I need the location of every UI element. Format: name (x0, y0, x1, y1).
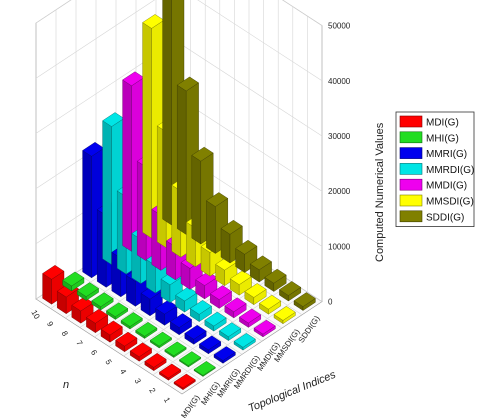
x-tick-label: 4 (118, 367, 128, 376)
z-tick-label: 20000 (328, 187, 351, 196)
legend-entry: MMSDI(G) (426, 197, 474, 208)
bar-sddig-n3 (264, 268, 287, 292)
bar-mdig-n1 (173, 373, 196, 391)
bar-sddig-n1 (293, 292, 316, 311)
legend-swatch (399, 194, 423, 207)
bar-mhig-n5 (135, 321, 158, 339)
z-tick-label: 40000 (328, 77, 351, 86)
x-axis-label: n (63, 379, 69, 391)
y-tick-label: SDDI(G) (297, 314, 322, 345)
bar-mhig-n4 (149, 331, 172, 349)
bar-mmdig-n1 (253, 319, 276, 338)
bar-mmdig-n5 (195, 271, 218, 300)
bar-mmrdig-n4 (189, 300, 212, 322)
bar-mdig-n2 (159, 363, 182, 381)
bar-mdig-n4 (129, 342, 152, 362)
y-axis-label: Topological Indices (247, 369, 338, 415)
x-tick-label: 5 (103, 358, 113, 367)
bar-mhig-n2 (179, 351, 202, 368)
legend-swatch (399, 163, 423, 175)
bar-mhig-n1 (193, 361, 216, 377)
bar-mhig-n10 (62, 271, 85, 292)
legend-swatch (399, 178, 423, 191)
x-tick-label: 9 (45, 320, 55, 329)
bar-mmrig-n2 (199, 335, 222, 355)
z-tick-label: 10000 (328, 242, 351, 251)
bar-mdig-n8 (71, 296, 94, 324)
bar-mhig-n9 (76, 282, 99, 301)
legend: MDI(G) MHI(G) MMRI(G) MMRDI(G) MMDI(G) MMSDI(… (395, 111, 475, 227)
legend-swatch (399, 147, 423, 159)
x-tick-label: 6 (89, 348, 99, 357)
grid-line (35, 0, 323, 82)
legend-entry: MMRDI(G) (426, 165, 474, 176)
x-tick-label: 7 (74, 339, 84, 348)
legend-swatch (399, 131, 423, 144)
y-tick-label: MDI(G) (179, 393, 202, 418)
bar-mhig-n8 (91, 292, 114, 311)
bar-mmrdig-n3 (204, 311, 227, 332)
bar-sddig-n7 (206, 192, 229, 254)
x-tick-label: 8 (60, 329, 70, 338)
bar-mhig-n3 (164, 341, 187, 358)
bar-mdig-n6 (100, 320, 123, 343)
bar-sddig-n2 (279, 281, 302, 302)
legend-entry: MMRI(G) (426, 149, 467, 160)
bar-mmsdig-n4 (229, 270, 252, 296)
z-tick-label: 50000 (328, 22, 351, 31)
legend-entry: MMDI(G) (426, 181, 467, 192)
z-axis-label: Computed Numerical Values (374, 122, 386, 262)
bar-mmdig-n4 (209, 285, 232, 309)
bar-mdig-n7 (86, 308, 109, 334)
legend-entry: MDI(G) (426, 118, 459, 129)
legend-entry: SDDI(G) (426, 212, 464, 223)
z-tick-label: 30000 (328, 132, 351, 141)
bar-sddig-n4 (249, 255, 272, 283)
legend-swatch (399, 115, 423, 128)
bar-mmdig-n3 (224, 297, 247, 319)
bar-mdig-n3 (144, 353, 167, 372)
bar-mmrig-n4 (169, 313, 192, 336)
bar-mmrig-n3 (184, 324, 207, 345)
bar-mmrdig-n2 (219, 322, 242, 341)
bar-mmrdig-n1 (233, 333, 256, 351)
bar-mmrdig-n5 (175, 286, 198, 313)
z-tick-label: 0 (328, 298, 333, 307)
x-tick-label: 1 (162, 396, 172, 405)
x-tick-label: 3 (133, 377, 143, 386)
bar-mmsdig-n2 (259, 294, 282, 315)
x-tick-label: 2 (147, 386, 157, 395)
bar-mhig-n6 (120, 312, 143, 330)
bar-mmrig-n1 (213, 346, 236, 364)
bar-mhig-n7 (106, 302, 129, 320)
bar-mmrig-n5 (155, 299, 178, 326)
bar-mmsdig-n1 (273, 306, 296, 325)
grid-line (167, 16, 308, 385)
bar-mmdig-n2 (239, 308, 262, 328)
bar-mdig-n5 (115, 331, 138, 353)
legend-swatch (399, 210, 423, 223)
x-tick-label: 10 (29, 308, 42, 321)
legend-entry: MHI(G) (426, 133, 459, 144)
bar-mmsdig-n3 (244, 283, 267, 306)
